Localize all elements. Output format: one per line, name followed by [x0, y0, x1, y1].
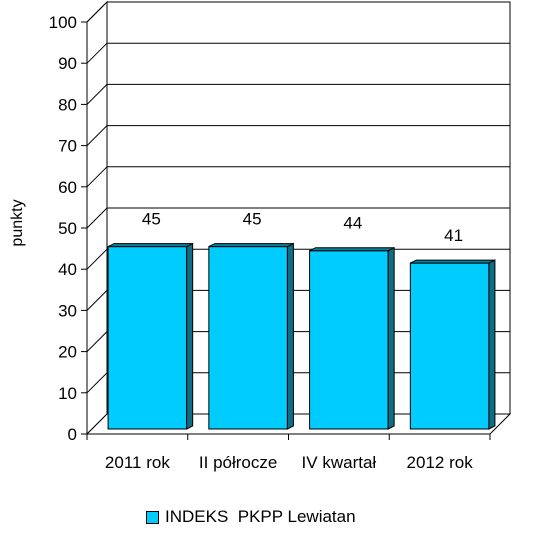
chart-bars: [107, 242, 496, 430]
y-tick-label: 70: [58, 137, 77, 156]
bar-top: [208, 243, 294, 248]
bar-side: [387, 246, 395, 430]
x-tick-label: II półrocze: [199, 453, 277, 472]
gridline-depth: [86, 42, 108, 64]
legend[interactable]: INDEKS PKPP Lewiatan: [146, 507, 356, 527]
y-tick-label: 90: [58, 54, 77, 73]
bar-top: [107, 243, 193, 248]
gridline-depth: [86, 248, 108, 270]
gridline-depth: [86, 1, 108, 23]
gridline-depth: [86, 84, 108, 105]
data-label: 41: [444, 226, 463, 245]
y-tick-label: 30: [58, 301, 77, 320]
gridline-depth: [86, 125, 108, 146]
bar: [107, 242, 194, 430]
bar-top: [410, 259, 496, 264]
chart-axes: 0 10 20 30 40 50 60 70 80 90 100 2011 rok II półrocz…: [49, 13, 491, 472]
bar: [208, 242, 294, 430]
bar-top: [309, 247, 395, 252]
y-tick-label: 100: [49, 13, 77, 32]
x-tick-label: IV kwartał: [302, 453, 377, 472]
y-tick-label: 0: [68, 425, 77, 444]
y-tick-label: 10: [58, 384, 77, 403]
bar: [409, 259, 496, 430]
x-tick-label: 2011 rok: [105, 453, 170, 472]
data-label: 45: [243, 210, 262, 229]
chart-labels: 45 45 44 41: [142, 210, 463, 245]
bar-side: [186, 242, 194, 430]
gridline-depth: [86, 290, 108, 311]
bar: [309, 246, 395, 430]
bar-front: [409, 262, 490, 430]
y-axis-label: punkty: [9, 199, 26, 246]
legend-swatch: [146, 510, 159, 524]
y-tick-label: 40: [58, 260, 77, 279]
y-tick-label: 80: [58, 95, 77, 114]
gridline-depth: [86, 166, 108, 188]
y-tick-label: 50: [58, 219, 77, 238]
gridline-depth: [86, 207, 108, 229]
gridline-depth: [86, 372, 108, 394]
data-label: 45: [142, 210, 161, 229]
x-tick-label: 2012 rok: [407, 453, 474, 472]
bar-side: [286, 242, 294, 430]
gridline-depth: [86, 331, 108, 352]
legend-label: INDEKS PKPP Lewiatan: [165, 507, 356, 526]
bar-side: [488, 259, 496, 430]
bar-front: [309, 250, 389, 430]
data-label: 44: [343, 214, 362, 233]
y-tick-label: 60: [58, 178, 77, 197]
bar-front: [107, 246, 188, 430]
y-tick-label: 20: [58, 343, 77, 362]
bar-front: [208, 246, 288, 430]
